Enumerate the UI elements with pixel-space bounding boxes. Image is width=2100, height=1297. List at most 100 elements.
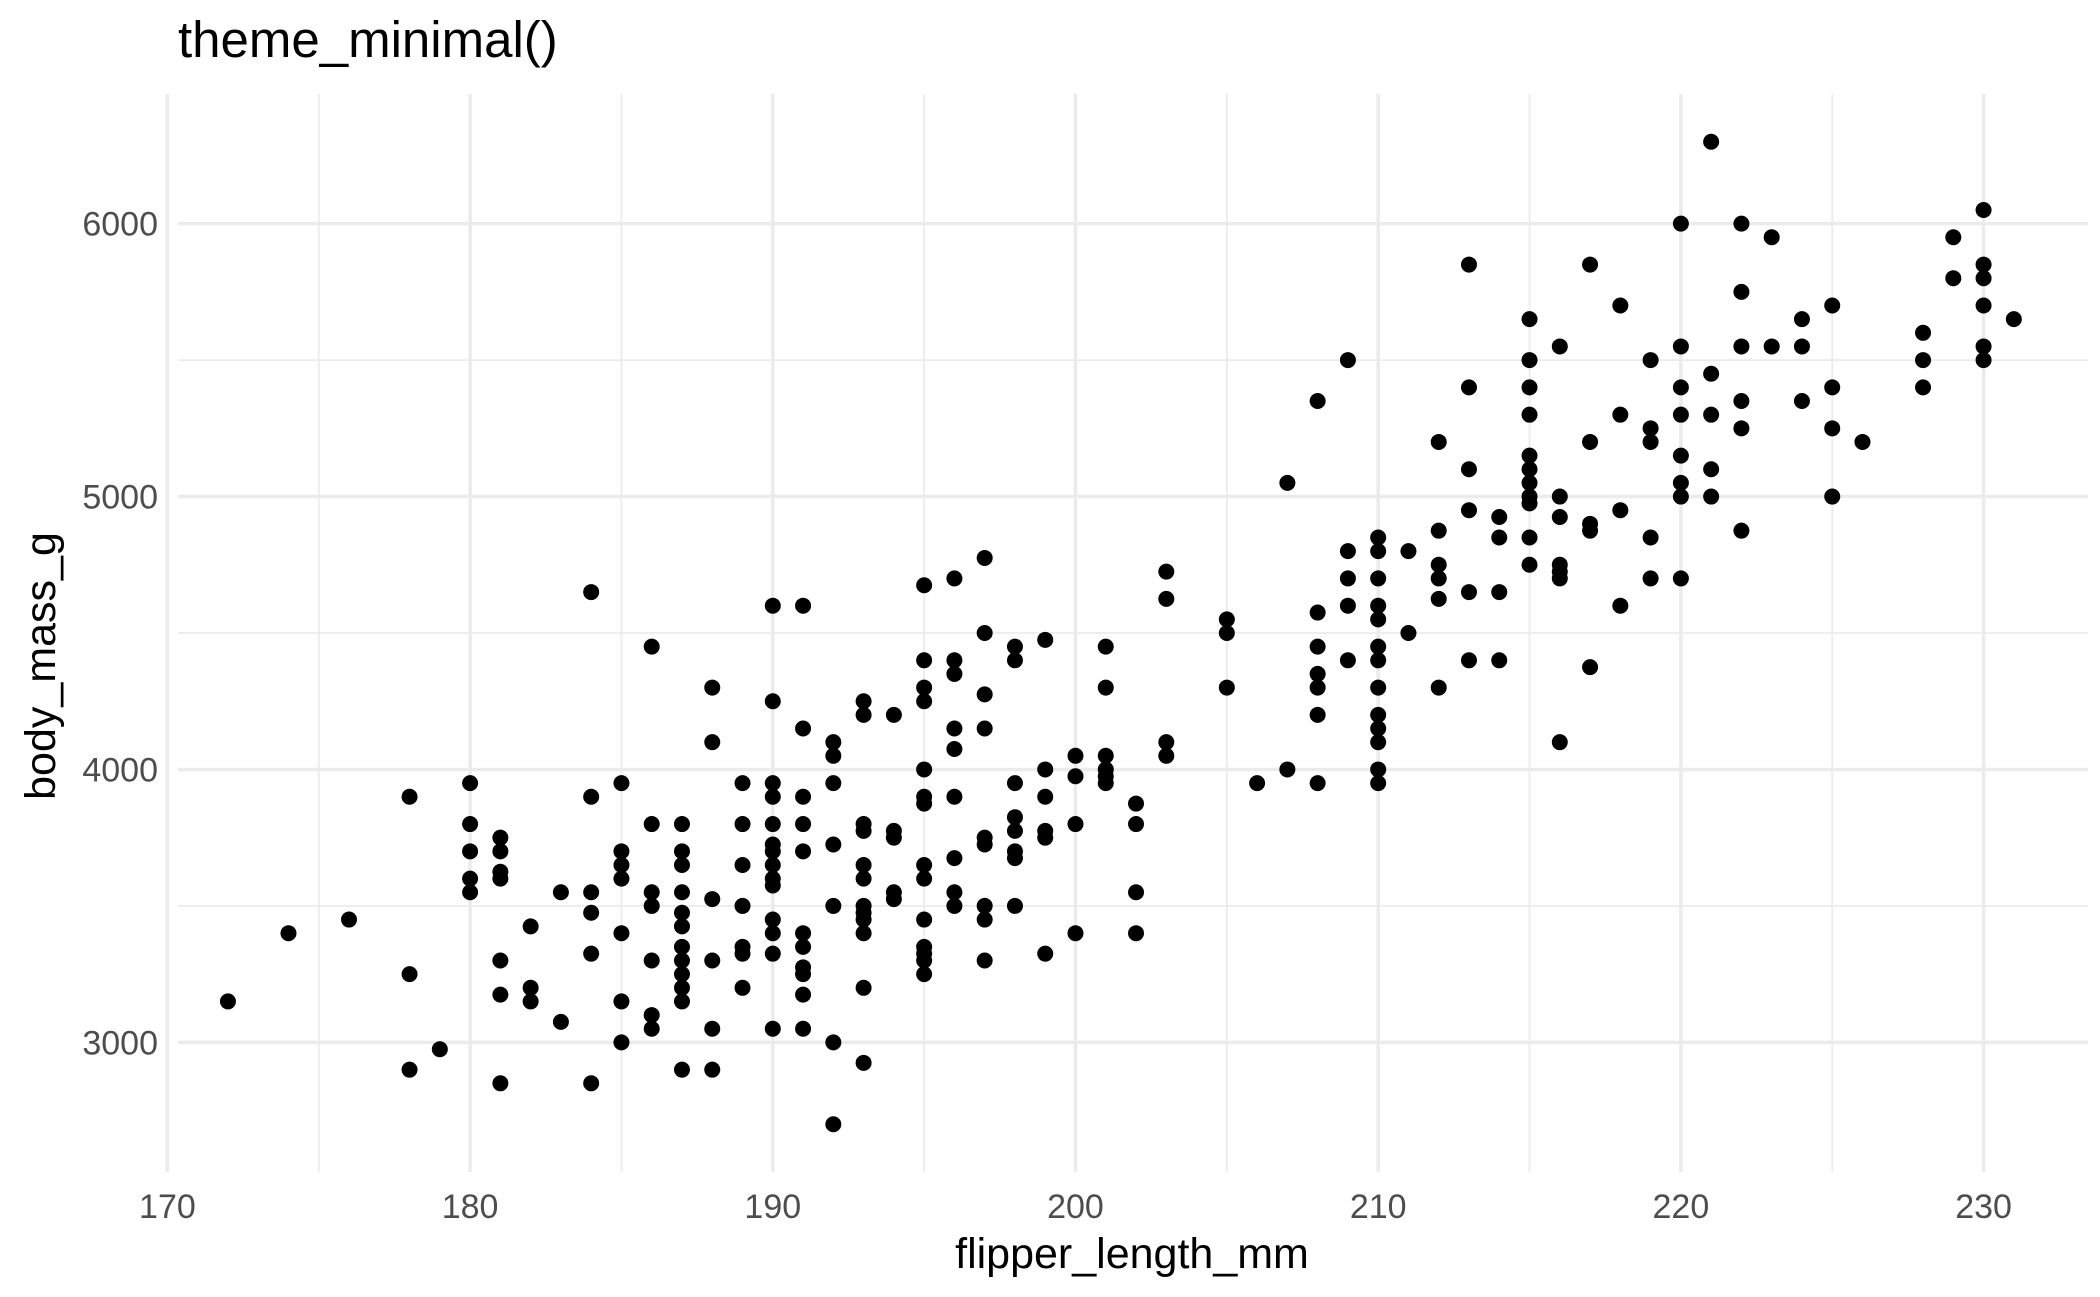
data-point [1551, 734, 1568, 751]
data-point [1309, 604, 1326, 621]
data-point [1339, 597, 1356, 614]
data-point [1733, 283, 1750, 300]
data-point [946, 850, 963, 867]
data-point [462, 843, 479, 860]
data-point [1824, 379, 1841, 396]
data-point [946, 884, 963, 901]
data-point [1067, 747, 1084, 764]
data-point [1067, 816, 1084, 833]
data-point [1460, 256, 1477, 273]
data-point [1158, 734, 1175, 751]
data-point [885, 829, 902, 846]
data-point [643, 816, 660, 833]
data-point [916, 652, 933, 669]
data-point [1975, 352, 1992, 369]
data-point [916, 577, 933, 594]
data-point [1400, 543, 1417, 560]
data-point [280, 925, 297, 942]
data-point [613, 856, 630, 873]
data-point [1733, 338, 1750, 355]
data-point [704, 734, 721, 751]
y-tick-label: 4000 [82, 751, 158, 789]
data-point [764, 775, 781, 792]
data-point [1672, 474, 1689, 491]
data-point [1672, 488, 1689, 505]
y-tick-label: 3000 [82, 1024, 158, 1062]
data-point [1128, 884, 1145, 901]
data-point [1703, 461, 1720, 478]
data-point [1460, 502, 1477, 519]
data-point [462, 870, 479, 887]
data-point [916, 761, 933, 778]
data-point [1642, 529, 1659, 546]
data-point [976, 911, 993, 928]
data-point [946, 652, 963, 669]
data-point [764, 597, 781, 614]
data-point [583, 1075, 600, 1092]
data-point [583, 884, 600, 901]
data-point [1763, 338, 1780, 355]
data-point [1370, 720, 1387, 737]
data-point [1370, 706, 1387, 723]
data-point [1370, 734, 1387, 751]
data-point [1128, 816, 1145, 833]
data-point [1521, 474, 1538, 491]
data-point [1037, 829, 1054, 846]
data-point [855, 706, 872, 723]
data-point [1612, 406, 1629, 423]
data-point [522, 979, 539, 996]
data-point [764, 856, 781, 873]
data-point [1793, 311, 1810, 328]
data-point [643, 1007, 660, 1024]
data-point [916, 952, 933, 969]
y-axis-tick-labels: 3000 4000 5000 6000 [82, 206, 158, 1063]
data-point [522, 918, 539, 935]
data-point [825, 747, 842, 764]
data-point [855, 822, 872, 839]
data-point [1370, 597, 1387, 614]
data-point [1370, 775, 1387, 792]
data-point [1370, 761, 1387, 778]
data-point [1824, 420, 1841, 437]
x-tick-label: 170 [139, 1188, 196, 1226]
data-point [764, 945, 781, 962]
data-point [855, 693, 872, 710]
data-point [613, 870, 630, 887]
data-point [1037, 631, 1054, 648]
data-point [1793, 393, 1810, 410]
data-point [673, 843, 690, 860]
data-point [643, 638, 660, 655]
data-point [704, 1061, 721, 1078]
data-point [916, 679, 933, 696]
data-point [673, 979, 690, 996]
data-point [1642, 570, 1659, 587]
data-point [825, 897, 842, 914]
data-point [1460, 379, 1477, 396]
data-point [673, 816, 690, 833]
data-point [1582, 522, 1599, 539]
data-point [795, 843, 812, 860]
data-point [1309, 679, 1326, 696]
y-tick-label: 5000 [82, 479, 158, 517]
data-point [1672, 338, 1689, 355]
data-point [976, 720, 993, 737]
data-point [1097, 747, 1114, 764]
data-point [1370, 679, 1387, 696]
data-point [1521, 311, 1538, 328]
data-point [1097, 638, 1114, 655]
data-point [613, 993, 630, 1010]
data-point [795, 788, 812, 805]
data-point [1582, 659, 1599, 676]
data-point [1460, 652, 1477, 669]
data-point [855, 1054, 872, 1071]
data-point [673, 1061, 690, 1078]
data-point [795, 938, 812, 955]
data-point [1430, 570, 1447, 587]
data-point [916, 911, 933, 928]
data-point [1915, 324, 1932, 341]
data-point [1551, 570, 1568, 587]
data-point [795, 1020, 812, 1037]
data-point [673, 938, 690, 955]
data-point [1097, 679, 1114, 696]
data-point [1551, 488, 1568, 505]
